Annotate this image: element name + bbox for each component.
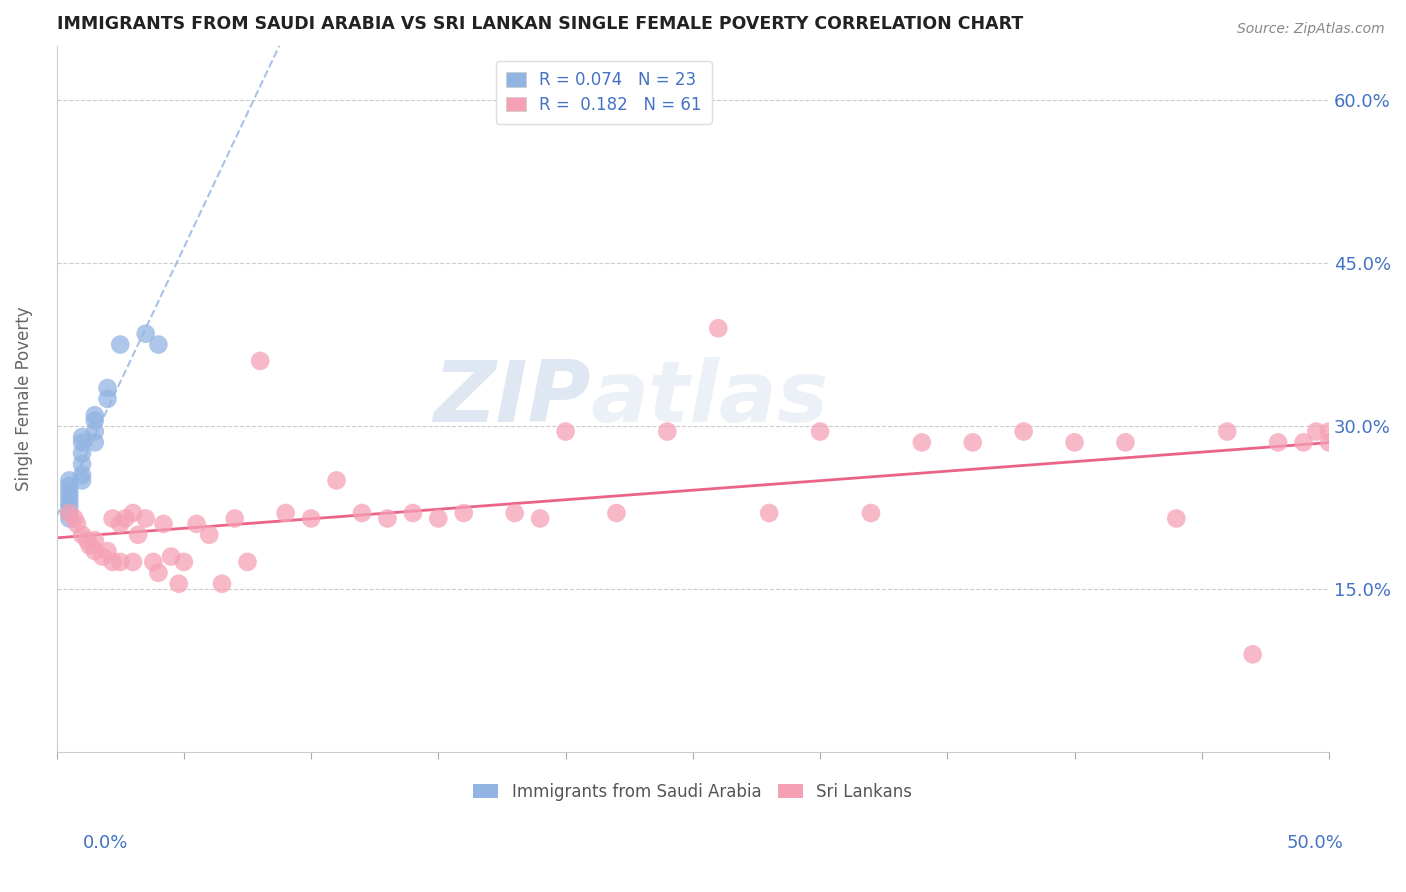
- Point: [142, 555, 165, 569]
- Point: [58, 511, 80, 525]
- Point: [58, 474, 80, 488]
- Point: [1317, 425, 1340, 439]
- Point: [186, 516, 208, 531]
- Point: [70, 435, 93, 450]
- Point: [453, 506, 475, 520]
- Point: [70, 528, 93, 542]
- Point: [236, 555, 259, 569]
- Point: [911, 435, 934, 450]
- Point: [152, 516, 174, 531]
- Point: [101, 555, 124, 569]
- Point: [299, 511, 322, 525]
- Point: [91, 549, 114, 564]
- Point: [402, 506, 425, 520]
- Point: [58, 506, 80, 520]
- Point: [1216, 425, 1239, 439]
- Point: [1305, 425, 1327, 439]
- Point: [1267, 435, 1289, 450]
- Point: [70, 430, 93, 444]
- Point: [58, 479, 80, 493]
- Point: [135, 326, 157, 341]
- Point: [1114, 435, 1136, 450]
- Point: [83, 414, 105, 428]
- Point: [605, 506, 627, 520]
- Point: [79, 539, 101, 553]
- Point: [503, 506, 526, 520]
- Point: [83, 408, 105, 422]
- Point: [127, 528, 149, 542]
- Point: [160, 549, 183, 564]
- Point: [657, 425, 679, 439]
- Text: IMMIGRANTS FROM SAUDI ARABIA VS SRI LANKAN SINGLE FEMALE POVERTY CORRELATION CHA: IMMIGRANTS FROM SAUDI ARABIA VS SRI LANK…: [56, 15, 1022, 33]
- Point: [350, 506, 373, 520]
- Point: [96, 544, 118, 558]
- Legend: Immigrants from Saudi Arabia, Sri Lankans: Immigrants from Saudi Arabia, Sri Lankan…: [467, 776, 920, 807]
- Point: [58, 490, 80, 504]
- Point: [122, 506, 145, 520]
- Point: [70, 457, 93, 471]
- Point: [63, 511, 86, 525]
- Point: [96, 381, 118, 395]
- Point: [148, 337, 170, 351]
- Text: 0.0%: 0.0%: [83, 834, 128, 852]
- Point: [83, 435, 105, 450]
- Point: [58, 484, 80, 499]
- Point: [325, 474, 347, 488]
- Point: [758, 506, 780, 520]
- Point: [167, 576, 190, 591]
- Point: [114, 511, 136, 525]
- Point: [962, 435, 984, 450]
- Point: [1292, 435, 1315, 450]
- Point: [274, 506, 297, 520]
- Point: [135, 511, 157, 525]
- Point: [110, 555, 132, 569]
- Point: [198, 528, 221, 542]
- Point: [173, 555, 195, 569]
- Point: [1166, 511, 1188, 525]
- Point: [808, 425, 831, 439]
- Point: [377, 511, 399, 525]
- Point: [76, 533, 98, 548]
- Point: [66, 516, 89, 531]
- Point: [110, 337, 132, 351]
- Point: [148, 566, 170, 580]
- Point: [58, 506, 80, 520]
- Text: ZIP: ZIP: [433, 358, 591, 441]
- Point: [529, 511, 551, 525]
- Point: [83, 533, 105, 548]
- Point: [83, 425, 105, 439]
- Text: Source: ZipAtlas.com: Source: ZipAtlas.com: [1237, 22, 1385, 37]
- Point: [211, 576, 233, 591]
- Point: [1063, 435, 1085, 450]
- Point: [1317, 435, 1340, 450]
- Point: [96, 392, 118, 406]
- Y-axis label: Single Female Poverty: Single Female Poverty: [15, 307, 32, 491]
- Point: [122, 555, 145, 569]
- Point: [70, 474, 93, 488]
- Point: [859, 506, 882, 520]
- Point: [58, 500, 80, 515]
- Point: [1012, 425, 1035, 439]
- Text: 50.0%: 50.0%: [1286, 834, 1343, 852]
- Point: [249, 354, 271, 368]
- Point: [58, 495, 80, 509]
- Text: atlas: atlas: [591, 358, 830, 441]
- Point: [70, 468, 93, 483]
- Point: [83, 544, 105, 558]
- Point: [554, 425, 576, 439]
- Point: [101, 511, 124, 525]
- Point: [70, 446, 93, 460]
- Point: [1241, 648, 1264, 662]
- Point: [427, 511, 450, 525]
- Point: [224, 511, 246, 525]
- Point: [110, 516, 132, 531]
- Point: [707, 321, 730, 335]
